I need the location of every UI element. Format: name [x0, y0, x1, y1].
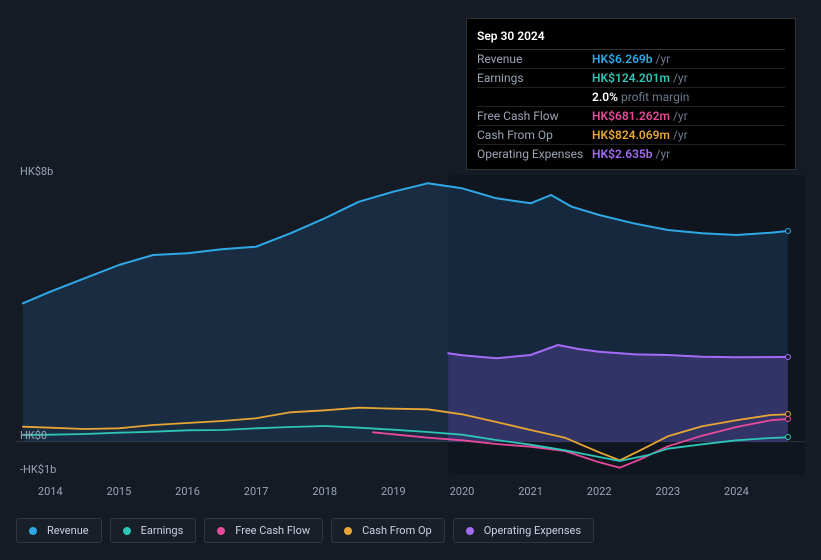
- chart-container: Sep 30 2024 RevenueHK$6.269b/yrEarningsH…: [0, 0, 821, 560]
- x-axis-label: 2015: [107, 485, 132, 498]
- x-axis-label: 2024: [724, 485, 749, 498]
- data-tooltip: Sep 30 2024 RevenueHK$6.269b/yrEarningsH…: [466, 18, 796, 170]
- tooltip-row-value: HK$2.635b: [592, 147, 653, 161]
- x-axis-label: 2017: [244, 485, 269, 498]
- legend-label: Revenue: [47, 524, 89, 537]
- legend-dot-icon: [217, 527, 225, 535]
- legend-item-earnings[interactable]: Earnings: [110, 518, 197, 543]
- x-axis-label: 2018: [312, 485, 337, 498]
- chart-svg: [16, 175, 805, 475]
- y-axis-label: HK$8b: [20, 165, 53, 178]
- x-axis-label: 2016: [175, 485, 200, 498]
- legend-item-revenue[interactable]: Revenue: [16, 518, 102, 543]
- tooltip-row: Cash From OpHK$824.069m/yr: [477, 126, 785, 145]
- y-axis-label: -HK$1b: [20, 463, 56, 476]
- x-axis-label: 2019: [381, 485, 406, 498]
- tooltip-row-suffix: profit margin: [621, 90, 689, 104]
- x-axis-label: 2021: [518, 485, 543, 498]
- tooltip-row-value: HK$681.262m: [592, 109, 670, 123]
- tooltip-row-label: Cash From Op: [477, 128, 592, 142]
- tooltip-row-value: HK$824.069m: [592, 128, 670, 142]
- legend: Revenue Earnings Free Cash Flow Cash From O…: [16, 518, 594, 543]
- tooltip-row-suffix: /yr: [656, 147, 671, 161]
- chart-plot-area[interactable]: HK$8bHK$0-HK$1b: [16, 175, 805, 475]
- legend-item-cash-from-op[interactable]: Cash From Op: [331, 518, 445, 543]
- tooltip-row-value: HK$124.201m: [592, 71, 670, 85]
- tooltip-row: RevenueHK$6.269b/yr: [477, 50, 785, 69]
- tooltip-row-value: 2.0%: [592, 90, 618, 104]
- legend-dot-icon: [344, 527, 352, 535]
- series-end-dot-earnings: [785, 434, 791, 440]
- tooltip-row: Operating ExpensesHK$2.635b/yr: [477, 145, 785, 163]
- tooltip-row: EarningsHK$124.201m/yr: [477, 69, 785, 88]
- y-axis-label: HK$0: [20, 429, 47, 442]
- tooltip-row-label: Revenue: [477, 52, 592, 66]
- legend-dot-icon: [29, 527, 37, 535]
- legend-label: Free Cash Flow: [235, 524, 310, 537]
- tooltip-row-suffix: /yr: [656, 52, 671, 66]
- series-end-dot-revenue: [785, 228, 791, 234]
- x-axis-label: 2023: [655, 485, 680, 498]
- tooltip-row: Free Cash FlowHK$681.262m/yr: [477, 107, 785, 126]
- legend-dot-icon: [466, 527, 474, 535]
- legend-label: Operating Expenses: [484, 524, 581, 537]
- tooltip-row-label: Earnings: [477, 71, 592, 85]
- series-end-dot-opex: [785, 354, 791, 360]
- x-axis: 2014 2015 2016 2017 2018 2019 2020 2021 2022 2023…: [16, 485, 805, 505]
- tooltip-date: Sep 30 2024: [477, 25, 785, 50]
- x-axis-label: 2014: [38, 485, 63, 498]
- legend-label: Earnings: [141, 524, 184, 537]
- tooltip-row-suffix: /yr: [673, 71, 688, 85]
- legend-dot-icon: [123, 527, 131, 535]
- tooltip-row-suffix: /yr: [673, 109, 688, 123]
- legend-item-operating-expenses[interactable]: Operating Expenses: [453, 518, 594, 543]
- tooltip-row-label: Free Cash Flow: [477, 109, 592, 123]
- tooltip-row-suffix: /yr: [673, 128, 688, 142]
- legend-label: Cash From Op: [362, 524, 432, 537]
- x-axis-label: 2020: [450, 485, 475, 498]
- x-axis-label: 2022: [587, 485, 612, 498]
- tooltip-row-label: Operating Expenses: [477, 147, 592, 161]
- legend-item-free-cash-flow[interactable]: Free Cash Flow: [204, 518, 323, 543]
- series-end-dot-fcf: [785, 416, 791, 422]
- tooltip-row: 2.0%profit margin: [477, 88, 785, 107]
- tooltip-row-value: HK$6.269b: [592, 52, 653, 66]
